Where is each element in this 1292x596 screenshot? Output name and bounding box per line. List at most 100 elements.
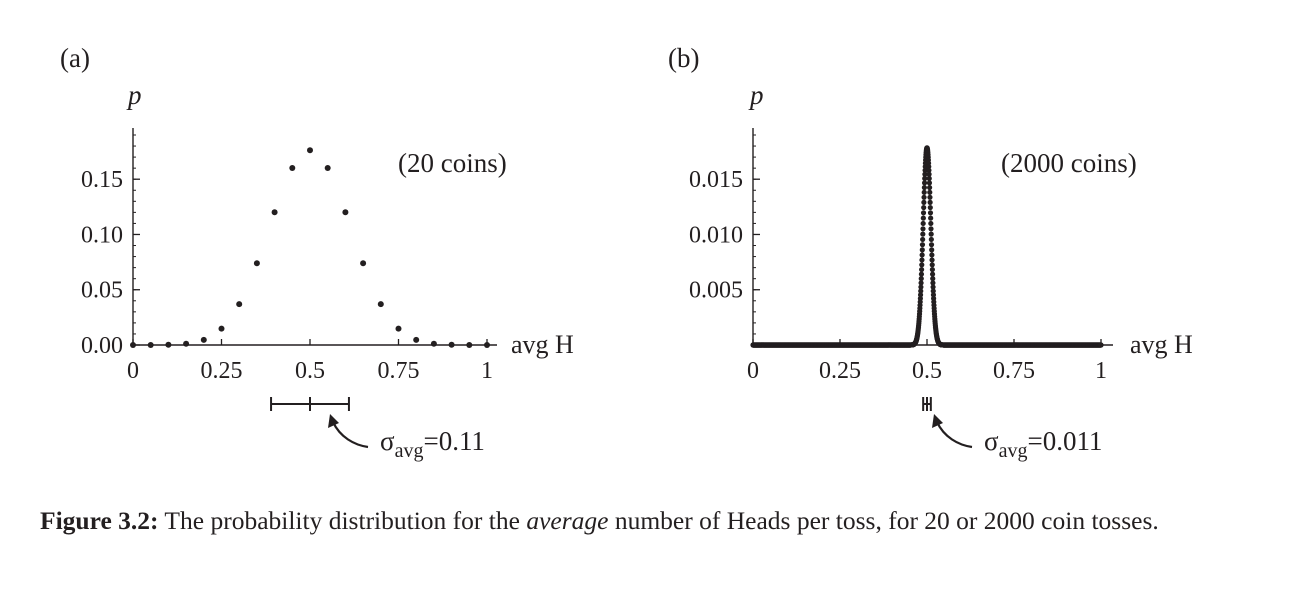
caption-emphasis: average	[526, 506, 609, 535]
data-point	[919, 252, 925, 258]
data-point	[920, 226, 926, 232]
data-point	[927, 199, 933, 205]
figure: (a) p 0 0.25 0.5 0.75 1 0.00 0.05 0.10 0.15 avg…	[60, 43, 1193, 462]
data-point	[922, 171, 928, 177]
data-point	[929, 247, 935, 253]
panel-b-y-ticks: 0.005 0.010 0.015	[689, 167, 760, 304]
data-point	[922, 175, 928, 182]
data-point	[927, 210, 934, 216]
x-tick-label: 0.5	[295, 358, 325, 384]
figure-caption: Figure 3.2: The probability distribution…	[40, 503, 1260, 539]
x-tick-label: 1	[481, 358, 493, 384]
data-point	[377, 301, 384, 308]
data-point	[253, 260, 260, 267]
data-point	[930, 280, 936, 286]
data-point	[922, 167, 928, 173]
data-point	[448, 341, 455, 348]
y-tick-label: 0.00	[81, 333, 123, 359]
y-tick-label: 0.005	[689, 278, 743, 304]
data-point	[430, 340, 437, 347]
data-point	[921, 204, 927, 211]
data-point	[130, 341, 136, 348]
data-point	[218, 325, 225, 332]
y-tick-label: 0.10	[81, 222, 123, 248]
panel-a-sigma-equals: =	[423, 426, 438, 456]
data-point	[919, 266, 925, 273]
caption-label: Figure 3.2:	[40, 506, 159, 535]
y-tick-label: 0.05	[81, 278, 123, 304]
data-point	[919, 262, 925, 268]
panel-b-sigma-subscript: avg	[999, 440, 1028, 462]
data-point	[921, 180, 928, 186]
panel-a-sigma-symbol: σ	[380, 426, 395, 456]
data-point	[920, 210, 927, 216]
data-point	[183, 340, 190, 347]
panel-a-x-axis-label: avg H	[511, 330, 574, 359]
data-point	[920, 215, 926, 221]
data-point	[324, 164, 331, 171]
data-point	[927, 204, 933, 211]
data-point	[927, 189, 933, 195]
panel-a-sigma-label: σavg=0.11	[380, 426, 485, 462]
data-point	[926, 175, 932, 182]
data-point	[484, 341, 490, 348]
data-point	[289, 164, 296, 171]
panel-a-sigma-subscript: avg	[395, 440, 424, 462]
y-tick-label: 0.015	[689, 167, 743, 193]
data-point	[1098, 342, 1104, 348]
x-tick-label: 0.75	[378, 358, 420, 384]
data-point	[929, 266, 935, 273]
data-point	[147, 341, 154, 348]
panel-b-x-axis-label: avg H	[1130, 330, 1193, 359]
caption-text-before: The probability distribution for the	[158, 506, 527, 535]
data-point	[930, 284, 936, 290]
panel-b-points	[750, 145, 1104, 348]
x-tick-label: 0	[127, 358, 139, 384]
panel-b-sigma-arrowhead	[932, 414, 943, 428]
data-point	[928, 242, 935, 248]
data-point	[413, 336, 420, 343]
data-point	[918, 271, 925, 277]
data-point	[930, 276, 936, 282]
panel-b-sigma-value: 0.011	[1043, 426, 1103, 456]
panel-b-sigma-label: σavg=0.011	[984, 426, 1102, 462]
data-point	[919, 257, 925, 263]
caption-text-after: number of Heads per toss, for 20 or 2000…	[608, 506, 1159, 535]
panel-a-y-axis-label: p	[126, 80, 142, 110]
panel-b-sigma-bar	[922, 397, 932, 411]
x-tick-label: 1	[1095, 358, 1107, 384]
panel-a-sigma-bar	[270, 397, 350, 411]
data-point	[918, 276, 924, 282]
x-tick-label: 0.75	[993, 358, 1035, 384]
data-point	[360, 260, 367, 267]
panel-a-label: (a)	[60, 43, 90, 73]
data-point	[918, 288, 924, 294]
panel-a: (a) p 0 0.25 0.5 0.75 1 0.00 0.05 0.10 0.15 avg…	[60, 43, 574, 462]
data-point	[307, 147, 313, 154]
data-point	[926, 163, 932, 170]
panel-b-minor-ticks	[753, 134, 756, 335]
data-point	[928, 236, 934, 243]
data-point	[466, 341, 473, 348]
data-point	[917, 292, 924, 298]
panel-b-sigma-equals: =	[1027, 426, 1042, 456]
data-point	[395, 325, 402, 332]
data-point	[200, 336, 207, 343]
panel-a-x-ticks: 0 0.25 0.5 0.75 1	[127, 339, 493, 384]
y-tick-label: 0.010	[689, 222, 743, 248]
panel-b-sigma-symbol: σ	[984, 426, 999, 456]
x-tick-label: 0.5	[912, 358, 942, 384]
data-point	[342, 209, 349, 216]
panel-b-y-axis-label: p	[748, 80, 764, 110]
data-point	[921, 194, 927, 200]
data-point	[926, 180, 933, 186]
data-point	[236, 301, 243, 308]
panel-b-sigma-arrow	[936, 421, 973, 449]
data-point	[918, 284, 924, 290]
data-point	[271, 209, 278, 216]
data-point	[921, 199, 927, 205]
panel-a-points	[130, 147, 490, 348]
y-tick-label: 0.15	[81, 167, 123, 193]
x-tick-label: 0.25	[201, 358, 243, 384]
panel-a-y-ticks: 0.00 0.05 0.10 0.15	[81, 167, 140, 359]
